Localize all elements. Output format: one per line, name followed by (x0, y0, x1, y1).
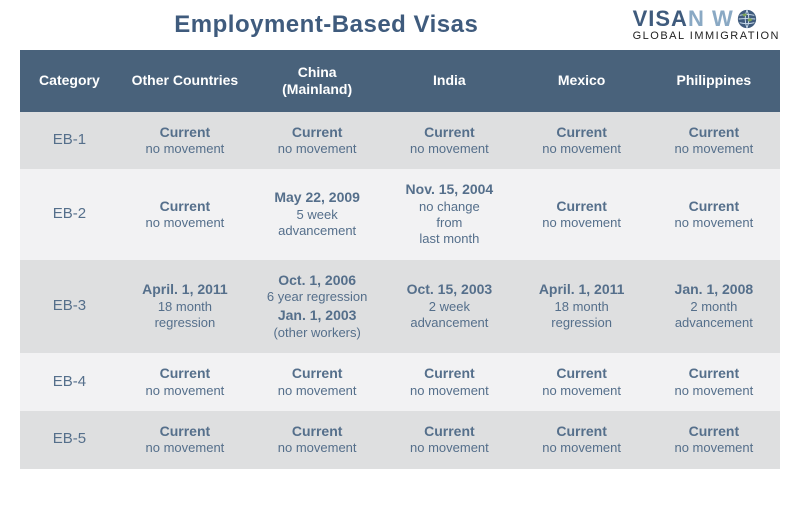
data-cell: Nov. 15, 2004no changefromlast month (383, 169, 515, 259)
column-header: China(Mainland) (251, 50, 383, 112)
category-cell: EB-3 (20, 260, 119, 354)
data-cell: Currentno movement (383, 411, 515, 469)
data-cell: Jan. 1, 20082 monthadvancement (648, 260, 780, 354)
data-cell: Currentno movement (119, 411, 251, 469)
data-cell: Oct. 15, 20032 weekadvancement (383, 260, 515, 354)
data-cell: Currentno movement (251, 112, 383, 170)
category-cell: EB-2 (20, 169, 119, 259)
data-cell: Oct. 1, 20066 year regressionJan. 1, 200… (251, 260, 383, 354)
brand-row: VISA N W (633, 8, 758, 30)
table-row: EB-1Currentno movementCurrentno movement… (20, 112, 780, 170)
data-cell: Currentno movement (119, 169, 251, 259)
data-cell: May 22, 20095 weekadvancement (251, 169, 383, 259)
brand-text-now: N W (688, 8, 734, 30)
page-container: Employment-Based Visas VISA N W GLOBAL I… (0, 0, 800, 469)
data-cell: Currentno movement (648, 169, 780, 259)
globe-icon (736, 8, 758, 30)
category-cell: EB-5 (20, 411, 119, 469)
table-header-row: CategoryOther CountriesChina(Mainland)In… (20, 50, 780, 112)
data-cell: Currentno movement (251, 353, 383, 411)
data-cell: April. 1, 201118 monthregression (119, 260, 251, 354)
data-cell: Currentno movement (648, 353, 780, 411)
data-cell: Currentno movement (648, 411, 780, 469)
table-header: CategoryOther CountriesChina(Mainland)In… (20, 50, 780, 112)
data-cell: Currentno movement (119, 353, 251, 411)
table-row: EB-5Currentno movementCurrentno movement… (20, 411, 780, 469)
table-body: EB-1Currentno movementCurrentno movement… (20, 112, 780, 469)
brand-text-visa: VISA (633, 8, 688, 30)
table-row: EB-2Currentno movementMay 22, 20095 week… (20, 169, 780, 259)
data-cell: Currentno movement (251, 411, 383, 469)
column-header: Category (20, 50, 119, 112)
data-cell: April. 1, 201118 monthregression (516, 260, 648, 354)
category-cell: EB-4 (20, 353, 119, 411)
data-cell: Currentno movement (383, 353, 515, 411)
column-header: Other Countries (119, 50, 251, 112)
column-header: India (383, 50, 515, 112)
column-header: Mexico (516, 50, 648, 112)
column-header: Philippines (648, 50, 780, 112)
data-cell: Currentno movement (119, 112, 251, 170)
data-cell: Currentno movement (516, 353, 648, 411)
data-cell: Currentno movement (383, 112, 515, 170)
visa-table: CategoryOther CountriesChina(Mainland)In… (20, 50, 780, 469)
data-cell: Currentno movement (516, 169, 648, 259)
data-cell: Currentno movement (516, 411, 648, 469)
category-cell: EB-1 (20, 112, 119, 170)
brand-logo: VISA N W GLOBAL IMMIGRATION (633, 8, 780, 42)
brand-subtitle: GLOBAL IMMIGRATION (633, 31, 780, 42)
data-cell: Currentno movement (648, 112, 780, 170)
data-cell: Currentno movement (516, 112, 648, 170)
header: Employment-Based Visas VISA N W GLOBAL I… (20, 0, 780, 50)
page-title: Employment-Based Visas (20, 11, 633, 39)
table-row: EB-3April. 1, 201118 monthregressionOct.… (20, 260, 780, 354)
table-row: EB-4Currentno movementCurrentno movement… (20, 353, 780, 411)
